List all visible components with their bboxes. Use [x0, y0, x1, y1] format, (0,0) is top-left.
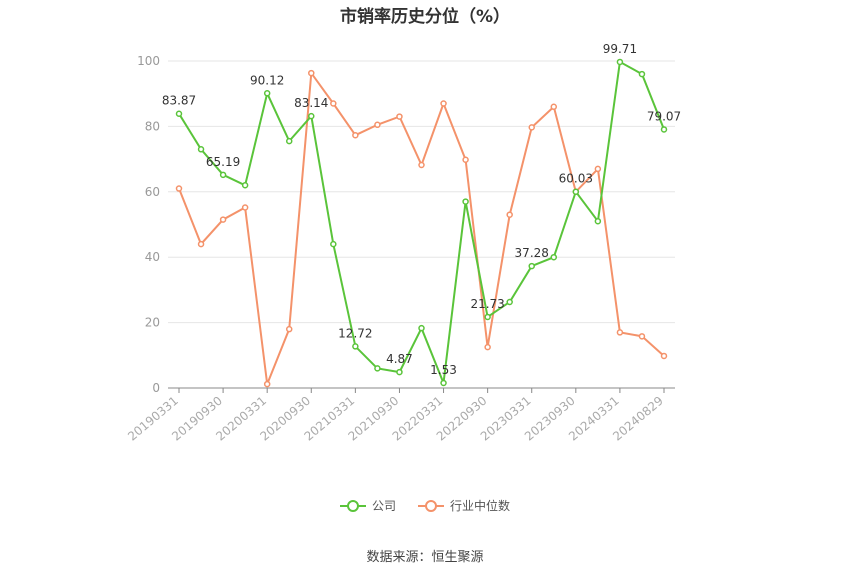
data-label: 90.12: [250, 73, 284, 87]
y-tick-label: 60: [145, 185, 160, 199]
data-label: 1.53: [430, 363, 457, 377]
data-label: 4.87: [386, 352, 413, 366]
industry-point: [440, 100, 447, 107]
data-label: 79.07: [647, 109, 681, 123]
company-point: [528, 262, 535, 270]
company-point: [396, 368, 403, 376]
company-series-line: [178, 60, 665, 384]
data-label: 12.72: [338, 326, 372, 340]
legend-industry-marker: [418, 499, 444, 512]
company-point: [462, 198, 469, 205]
legend-company-marker: [339, 499, 366, 512]
industry-point: [396, 113, 403, 120]
industry-point: [374, 121, 381, 129]
industry-point: [175, 185, 183, 192]
company-point: [660, 126, 668, 133]
chart-legend: 公司 行业中位数: [0, 497, 850, 514]
industry-point: [219, 216, 227, 223]
company-point: [484, 313, 491, 321]
data-source-note: 数据来源：恒生聚源: [366, 550, 484, 565]
company-point: [374, 365, 381, 372]
legend-company-label: 公司: [371, 499, 396, 513]
data-label: 65.19: [206, 155, 240, 169]
industry-point: [528, 124, 535, 131]
company-point: [440, 379, 447, 387]
industry-point: [462, 156, 469, 164]
industry-point: [484, 343, 491, 351]
chart-title: 市销率历史分位（%）: [339, 7, 511, 27]
industry-point: [241, 204, 249, 211]
company-point: [197, 146, 205, 153]
industry-point: [263, 380, 271, 388]
y-tick-label: 20: [145, 316, 160, 330]
data-label: 99.71: [603, 42, 637, 56]
y-tick-label: 80: [145, 119, 160, 133]
industry-point: [594, 165, 602, 173]
company-point: [352, 343, 359, 350]
industry-point: [285, 325, 293, 333]
industry-point: [197, 240, 205, 248]
company-point: [263, 90, 271, 97]
industry-point: [616, 329, 624, 336]
company-point: [550, 253, 558, 261]
data-label: 21.73: [470, 297, 504, 311]
company-point: [241, 182, 249, 189]
company-point: [308, 112, 315, 120]
industry-point: [660, 352, 668, 360]
legend-item-company[interactable]: 公司: [339, 497, 396, 514]
company-point: [418, 324, 425, 332]
company-point: [219, 171, 227, 179]
legend-item-industry-median[interactable]: 行业中位数: [418, 497, 510, 514]
legend-industry-label: 行业中位数: [450, 499, 511, 513]
y-tick-label: 100: [137, 54, 160, 68]
industry-point: [308, 69, 315, 77]
data-label: 83.87: [162, 94, 196, 108]
y-tick-label: 0: [152, 381, 160, 395]
company-point: [572, 188, 580, 195]
company-point: [506, 298, 513, 306]
industry-point: [638, 333, 646, 340]
company-point: [594, 217, 602, 225]
company-point: [616, 58, 624, 66]
industry-series-line: [178, 70, 665, 385]
industry-point: [418, 161, 425, 169]
industry-point: [330, 100, 337, 107]
data-label: 37.28: [515, 246, 549, 260]
industry-point: [352, 131, 359, 139]
company-point: [285, 137, 293, 145]
company-point: [330, 240, 337, 248]
company-point: [175, 110, 183, 117]
data-label: 60.03: [559, 172, 593, 186]
industry-point: [550, 103, 558, 111]
industry-point: [506, 211, 513, 218]
data-label: 83.14: [294, 96, 328, 110]
y-tick-label: 40: [145, 250, 160, 264]
company-point: [638, 70, 646, 78]
